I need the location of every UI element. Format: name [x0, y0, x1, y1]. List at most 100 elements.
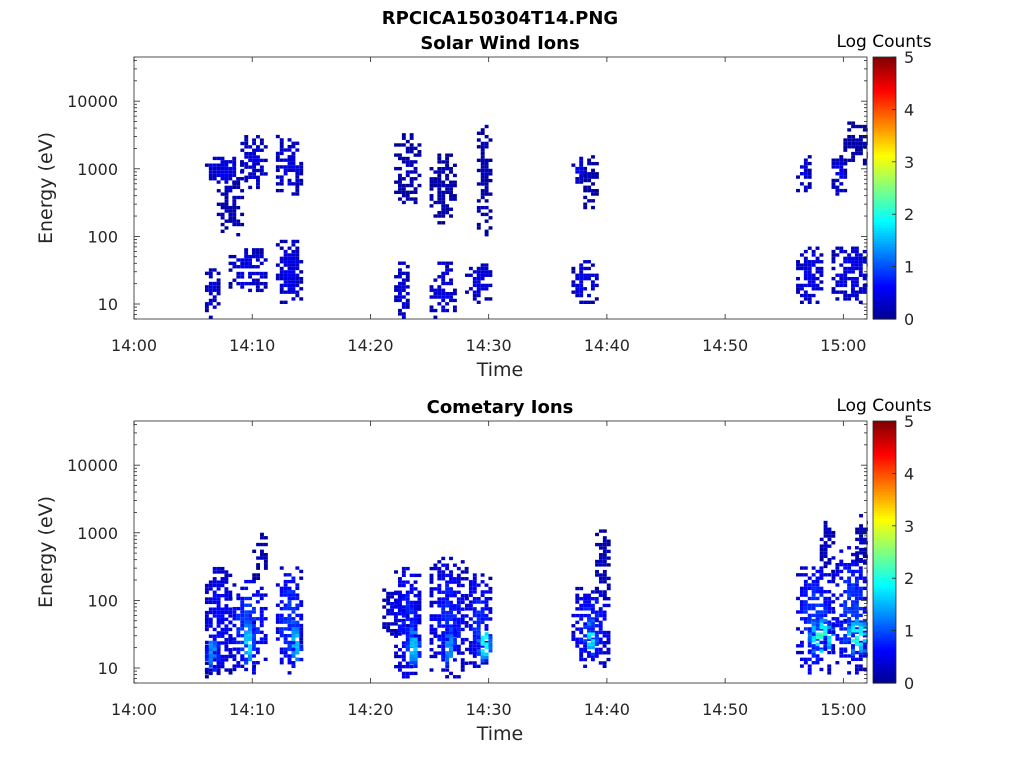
heatmap-cell — [796, 627, 800, 631]
heatmap-cell — [287, 246, 292, 250]
heatmap-cell — [291, 297, 296, 301]
heatmap-cell — [295, 657, 300, 662]
heatmap-cell — [208, 634, 213, 638]
heatmap-cell — [228, 205, 233, 210]
heatmap-cell — [244, 258, 249, 262]
heatmap-cell — [429, 573, 434, 578]
heatmap-cell — [405, 193, 410, 198]
heatmap-cell — [208, 640, 213, 645]
colorbar-segment — [873, 470, 896, 474]
heatmap-cell — [240, 617, 245, 621]
heatmap-cell — [283, 249, 288, 254]
heatmap-cell — [212, 658, 217, 662]
heatmap-cell — [831, 600, 836, 604]
heatmap-cell — [212, 640, 217, 645]
heatmap-cell — [847, 253, 852, 257]
x-tick-label: 14:30 — [466, 336, 512, 355]
colorbar-segment — [873, 622, 896, 626]
heatmap-cell — [803, 290, 808, 294]
heatmap-cell — [484, 212, 489, 217]
heatmap-cell — [815, 569, 820, 574]
heatmap-cell — [460, 614, 465, 618]
heatmap-cell — [854, 583, 859, 587]
heatmap-cell — [386, 598, 391, 602]
heatmap-cell — [279, 178, 284, 183]
heatmap-cell — [255, 640, 260, 645]
heatmap-cell — [855, 151, 859, 156]
heatmap-cell — [417, 614, 422, 618]
heatmap-cell — [843, 249, 848, 254]
heatmap-cell — [216, 189, 221, 193]
heatmap-cell — [275, 627, 280, 631]
heatmap-cell — [208, 610, 213, 615]
heatmap-cell — [445, 600, 450, 605]
heatmap-cell — [594, 618, 599, 623]
heatmap-cell — [433, 566, 438, 571]
heatmap-cell — [449, 604, 453, 608]
heatmap-cell — [468, 590, 473, 594]
heatmap-cell — [224, 654, 229, 659]
heatmap-cell — [831, 158, 836, 162]
heatmap-cell — [279, 276, 284, 281]
heatmap-cell — [851, 603, 855, 607]
heatmap-cell — [398, 312, 402, 316]
colorbar-segment — [873, 72, 896, 76]
heatmap-cell — [398, 664, 402, 669]
heatmap-cell — [248, 603, 252, 607]
heatmap-cell — [851, 276, 855, 281]
heatmap-cell — [854, 546, 859, 550]
heatmap-cell — [815, 635, 820, 640]
heatmap-cell — [823, 544, 828, 548]
heatmap-cell — [291, 630, 296, 635]
heatmap-cell — [220, 202, 225, 206]
heatmap-cell — [803, 165, 808, 169]
heatmap-cell — [823, 625, 828, 630]
heatmap-cell — [815, 270, 820, 274]
heatmap-cell — [807, 671, 812, 675]
colorbar-segment — [873, 287, 896, 291]
heatmap-cell — [575, 170, 580, 174]
colorbar-segment — [873, 282, 896, 286]
heatmap-cell — [453, 640, 457, 645]
heatmap-cell — [587, 618, 592, 623]
heatmap-cell — [575, 180, 580, 184]
colorbar-segment — [873, 274, 896, 278]
heatmap-cell — [287, 603, 292, 607]
heatmap-cell — [251, 610, 256, 614]
heatmap-cell — [228, 614, 233, 618]
heatmap-cell — [855, 551, 860, 555]
heatmap-cell — [851, 151, 856, 156]
heatmap-cell — [208, 291, 213, 296]
heatmap-cell — [441, 614, 446, 618]
heatmap-cell — [803, 161, 808, 166]
heatmap-cell — [606, 539, 611, 543]
heatmap-cell — [803, 172, 808, 176]
heatmap-cell — [587, 627, 591, 631]
heatmap-cell — [827, 623, 832, 628]
heatmap-cell — [220, 170, 225, 174]
heatmap-cell — [449, 194, 453, 198]
heatmap-cell — [394, 570, 398, 574]
heatmap-cell — [220, 212, 225, 217]
heatmap-cell — [429, 187, 434, 191]
heatmap-cell — [445, 160, 450, 164]
heatmap-cell — [851, 158, 856, 163]
heatmap-cell — [405, 275, 410, 279]
heatmap-cell — [807, 583, 812, 587]
heatmap-cell — [287, 644, 292, 648]
colorbar-segment — [873, 604, 896, 608]
heatmap-cell — [259, 254, 264, 259]
heatmap-cell — [248, 145, 253, 149]
heatmap-cell — [819, 266, 824, 271]
colorbar-segment — [873, 156, 896, 160]
heatmap-cell — [240, 148, 245, 152]
heatmap-cell — [433, 651, 438, 655]
heatmap-cell — [429, 580, 434, 584]
heatmap-cell — [433, 315, 438, 319]
heatmap-cell — [602, 644, 607, 648]
heatmap-cell — [843, 654, 848, 658]
heatmap-cell — [594, 600, 599, 604]
heatmap-cell — [602, 553, 607, 557]
heatmap-cell — [587, 266, 591, 271]
heatmap-cell — [594, 613, 599, 618]
